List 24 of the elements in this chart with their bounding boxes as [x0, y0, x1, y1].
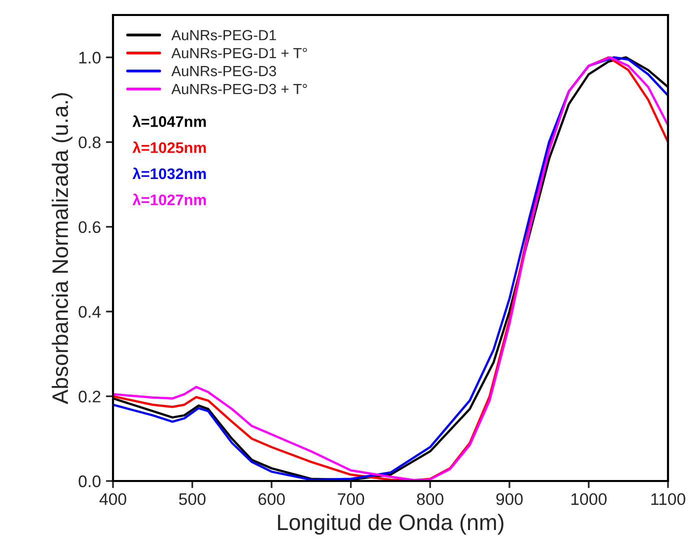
y-axis-title: Absorbancia Normalizada (u.a.) [52, 93, 72, 404]
x-tick-label: 700 [338, 493, 364, 506]
x-tick-label: 500 [179, 493, 206, 506]
y-tick-label: 1.0 [79, 52, 101, 64]
y-tick-label: 0.0 [78, 475, 101, 488]
x-axis-title: Longitud de Onda (nm) [278, 514, 504, 535]
annotation: λ=1027nm [132, 194, 206, 206]
y-tick-label: 0.8 [78, 136, 100, 148]
y-tick-label: 0.2 [78, 390, 100, 402]
annotation: λ=1025nm [132, 141, 206, 154]
x-tick-label: 600 [258, 493, 285, 506]
annotation: λ=1047nm [132, 115, 206, 127]
x-tick-label: 1100 [651, 493, 686, 506]
y-tick-label: 0.6 [78, 221, 100, 234]
x-tick-label: 900 [496, 493, 523, 506]
y-tick-label: 0.4 [78, 306, 101, 318]
legend-label: AuNRs-PEG-D3 [171, 66, 276, 76]
legend-label: AuNRs-PEG-D3 + T° [171, 84, 307, 94]
annotation: λ=1032nm [132, 168, 206, 180]
x-tick-label: 1000 [571, 493, 607, 506]
x-tick-label: 400 [99, 493, 126, 506]
legend-label: AuNRs-PEG-D1 [171, 30, 276, 40]
legend-label: AuNRs-PEG-D1 + T° [171, 48, 307, 58]
x-tick-label: 800 [416, 493, 444, 506]
